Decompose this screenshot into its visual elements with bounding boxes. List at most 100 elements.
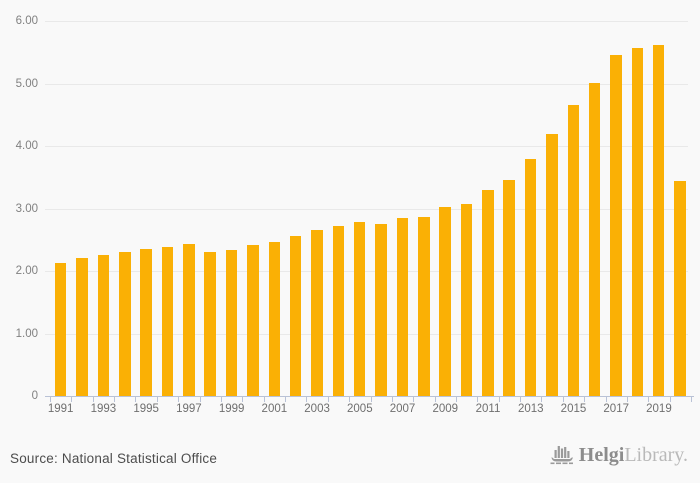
bar-slot-2003 bbox=[306, 21, 327, 396]
bar-slot-1991 bbox=[50, 21, 71, 396]
x-axis-tick bbox=[50, 397, 51, 402]
x-axis-tick bbox=[391, 397, 393, 402]
bar-slot-2008 bbox=[413, 21, 434, 396]
x-axis-tick bbox=[434, 397, 436, 402]
bar-2003 bbox=[311, 229, 323, 396]
bar-slot-1993 bbox=[93, 21, 114, 396]
bar-slot-2001 bbox=[264, 21, 285, 396]
x-axis-tick bbox=[626, 397, 628, 402]
x-axis-tick bbox=[135, 397, 137, 402]
bar-slot-2020 bbox=[669, 21, 690, 396]
x-tick-label-2003: 2003 bbox=[304, 403, 330, 415]
bar-slot-2011 bbox=[477, 21, 498, 396]
bar-1996 bbox=[161, 246, 174, 396]
x-axis-tick bbox=[455, 397, 457, 402]
bar-slot-2005 bbox=[349, 21, 370, 396]
bar-2018 bbox=[631, 47, 644, 396]
bar-2007 bbox=[396, 217, 409, 396]
bar-slot-2007 bbox=[392, 21, 413, 396]
x-axis-tick bbox=[669, 397, 671, 402]
y-tick-label: 2.00 bbox=[15, 265, 38, 277]
bar-2015 bbox=[567, 105, 580, 396]
y-tick-label: 4.00 bbox=[15, 140, 38, 152]
bar-slot-2009 bbox=[434, 21, 455, 396]
bar-2008 bbox=[418, 217, 430, 396]
bar-1993 bbox=[97, 255, 110, 396]
x-axis-tick bbox=[242, 397, 244, 402]
bar-2004 bbox=[332, 226, 345, 396]
y-tick-label: 5.00 bbox=[15, 77, 38, 90]
x-axis-tick bbox=[220, 397, 222, 402]
bar-slot-2015 bbox=[563, 21, 584, 396]
bar-2002 bbox=[289, 236, 302, 396]
bar-2005 bbox=[353, 222, 366, 396]
bar-slot-1998 bbox=[200, 21, 221, 396]
bar-slot-2017 bbox=[605, 21, 626, 396]
x-tick-label-2017: 2017 bbox=[603, 403, 629, 415]
x-axis-tick bbox=[562, 397, 564, 402]
bar-slot-2006 bbox=[370, 21, 391, 396]
gridline-2.00 bbox=[45, 271, 688, 272]
gridline-3.00 bbox=[45, 208, 688, 210]
x-tick-label-2013: 2013 bbox=[517, 403, 544, 415]
bar-2017 bbox=[610, 54, 622, 396]
bar-1991 bbox=[54, 262, 67, 396]
x-axis-tick bbox=[520, 397, 522, 402]
bar-slot-2018 bbox=[627, 21, 648, 396]
x-axis-tick bbox=[370, 397, 372, 402]
bar-slot-1994 bbox=[114, 21, 135, 396]
x-axis-tick bbox=[349, 397, 351, 402]
x-axis-tick bbox=[285, 397, 287, 402]
helgi-ship-icon bbox=[550, 443, 575, 472]
bar-slot-2000 bbox=[242, 21, 263, 396]
x-tick-label-1995: 1995 bbox=[133, 403, 159, 415]
helgilibrary-logo: Helgi Library. bbox=[550, 440, 688, 470]
gridline-5.00 bbox=[45, 83, 688, 85]
y-tick-label: 0 bbox=[31, 390, 38, 402]
bar-slot-1992 bbox=[71, 21, 92, 396]
bar-slot-1996 bbox=[157, 21, 178, 396]
bar-1995 bbox=[140, 248, 152, 396]
bar-2020 bbox=[674, 181, 686, 396]
gridline-6.00 bbox=[45, 21, 688, 22]
bar-slot-2014 bbox=[541, 21, 562, 396]
x-axis-line bbox=[45, 396, 694, 397]
bar-slot-2012 bbox=[499, 21, 520, 396]
x-tick-label-2019: 2019 bbox=[646, 403, 672, 415]
x-axis-tick bbox=[605, 397, 607, 402]
x-axis-tick bbox=[178, 397, 180, 402]
bar-2019 bbox=[652, 44, 665, 396]
x-axis-tick bbox=[584, 397, 586, 402]
x-axis-tick bbox=[498, 397, 500, 402]
x-tick-label-1993: 1993 bbox=[90, 403, 117, 415]
x-tick-label-2001: 2001 bbox=[261, 403, 288, 415]
bar-2011 bbox=[482, 189, 494, 396]
bar-slot-2004 bbox=[328, 21, 349, 396]
x-axis-tick bbox=[199, 397, 201, 402]
gridline-1.00 bbox=[45, 333, 688, 335]
bar-2009 bbox=[439, 206, 451, 396]
x-tick-label-2011: 2011 bbox=[475, 403, 501, 415]
x-axis-tick bbox=[541, 397, 543, 402]
bar-2014 bbox=[546, 133, 558, 396]
brand-name-light: Library. bbox=[624, 444, 688, 466]
x-tick-label-2009: 2009 bbox=[432, 403, 459, 415]
bar-2006 bbox=[375, 224, 387, 396]
x-tick-label-2007: 2007 bbox=[389, 403, 416, 415]
x-tick-label-2005: 2005 bbox=[347, 403, 373, 415]
bar-slot-1997 bbox=[178, 21, 199, 396]
y-tick-label: 6.00 bbox=[15, 15, 38, 27]
gridline-4.00 bbox=[45, 146, 688, 147]
y-tick-label: 1.00 bbox=[15, 327, 38, 340]
bar-1999 bbox=[225, 249, 238, 396]
x-axis-tick bbox=[156, 397, 158, 402]
source-caption: Source: National Statistical Office bbox=[10, 451, 218, 466]
x-axis-tick bbox=[71, 397, 73, 402]
y-tick-label: 3.00 bbox=[15, 202, 38, 215]
bar-2016 bbox=[588, 82, 601, 396]
x-axis-tick bbox=[263, 397, 265, 402]
bar-slot-1999 bbox=[221, 21, 242, 396]
bar-slot-1995 bbox=[135, 21, 156, 396]
x-axis-tick bbox=[327, 397, 329, 402]
